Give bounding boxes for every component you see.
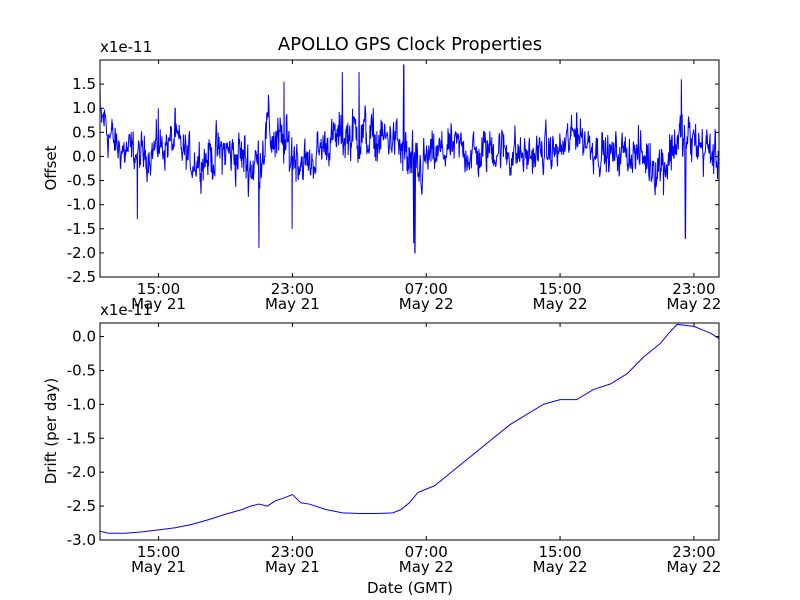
drift-x-tick-label-date: May 22 (399, 558, 454, 576)
offset-y-tick-label: -2.0 (67, 244, 96, 262)
offset-y-tick-label: 0.0 (72, 147, 96, 165)
drift-y-tick-label: -1.0 (67, 395, 96, 413)
drift-x-tick-label-hour: 23:00 (271, 543, 314, 561)
offset-x-tick-label-date: May 21 (265, 295, 320, 313)
offset-y-tick-label: -0.5 (67, 172, 96, 190)
offset-y-axis-label: Offset (42, 145, 60, 190)
offset-y-tick-label: 1.0 (72, 99, 96, 117)
drift-scale-label: x1e-11 (100, 301, 152, 319)
offset-y-tick-label: -2.5 (67, 268, 96, 286)
offset-scale-label: x1e-11 (100, 38, 152, 56)
drift-x-tick-label-date: May 21 (131, 558, 186, 576)
drift-y-axis-label: Drift (per day) (42, 378, 60, 485)
offset-x-tick-label-hour: 07:00 (405, 280, 448, 298)
drift-y-tick-label: -2.0 (67, 463, 96, 481)
offset-x-tick-label-date: May 22 (399, 295, 454, 313)
drift-x-tick-label-date: May 21 (265, 558, 320, 576)
offset-x-tick-label-date: May 22 (533, 295, 588, 313)
drift-y-tick-label: -1.5 (67, 429, 96, 447)
offset-panel: x1e-11 Offset -2.5 -2.0 -1.5 -1.0 -0.5 0.0 0.5… (42, 38, 721, 313)
drift-x-tick-label-hour: 15:00 (137, 543, 180, 561)
chart-title: APOLLO GPS Clock Properties (278, 34, 542, 55)
offset-x-tick-label-date: May 22 (666, 295, 721, 313)
drift-x-tick-label-date: May 22 (533, 558, 588, 576)
offset-x-tick-label-date: May 21 (131, 295, 186, 313)
offset-plot-frame (99, 59, 720, 278)
offset-y-tick-label: 0.5 (72, 123, 96, 141)
drift-x-tick-label-hour: 15:00 (538, 543, 581, 561)
offset-y-tick-label: 1.5 (72, 75, 96, 93)
offset-x-tick-label-hour: 23:00 (271, 280, 314, 298)
offset-x-tick-label-hour: 15:00 (538, 280, 581, 298)
drift-y-tick-label: 0.0 (72, 328, 96, 346)
drift-y-tick-label: -2.5 (67, 497, 96, 515)
drift-x-axis-label: Date (GMT) (367, 579, 453, 597)
offset-y-tick-label: -1.5 (67, 220, 96, 238)
offset-plot-area: -2.5-2.0-1.5-1.0-0.50.00.51.01.515:00May… (67, 59, 721, 313)
drift-series-line (99, 323, 720, 534)
drift-y-tick-label: -0.5 (67, 361, 96, 379)
drift-y-tick-label: -3.0 (67, 531, 96, 549)
offset-x-tick-label-hour: 23:00 (672, 280, 715, 298)
drift-x-tick-label-date: May 22 (666, 558, 721, 576)
drift-panel: x1e-11 Drift (per day) Date (GMT) -3.0 -2… (42, 301, 721, 597)
drift-plot-frame (99, 322, 720, 541)
drift-x-tick-label-hour: 23:00 (672, 543, 715, 561)
offset-y-tick-label: -1.0 (67, 196, 96, 214)
offset-x-tick-label-hour: 15:00 (137, 280, 180, 298)
drift-x-tick-label-hour: 07:00 (405, 543, 448, 561)
offset-series-line (99, 64, 720, 254)
